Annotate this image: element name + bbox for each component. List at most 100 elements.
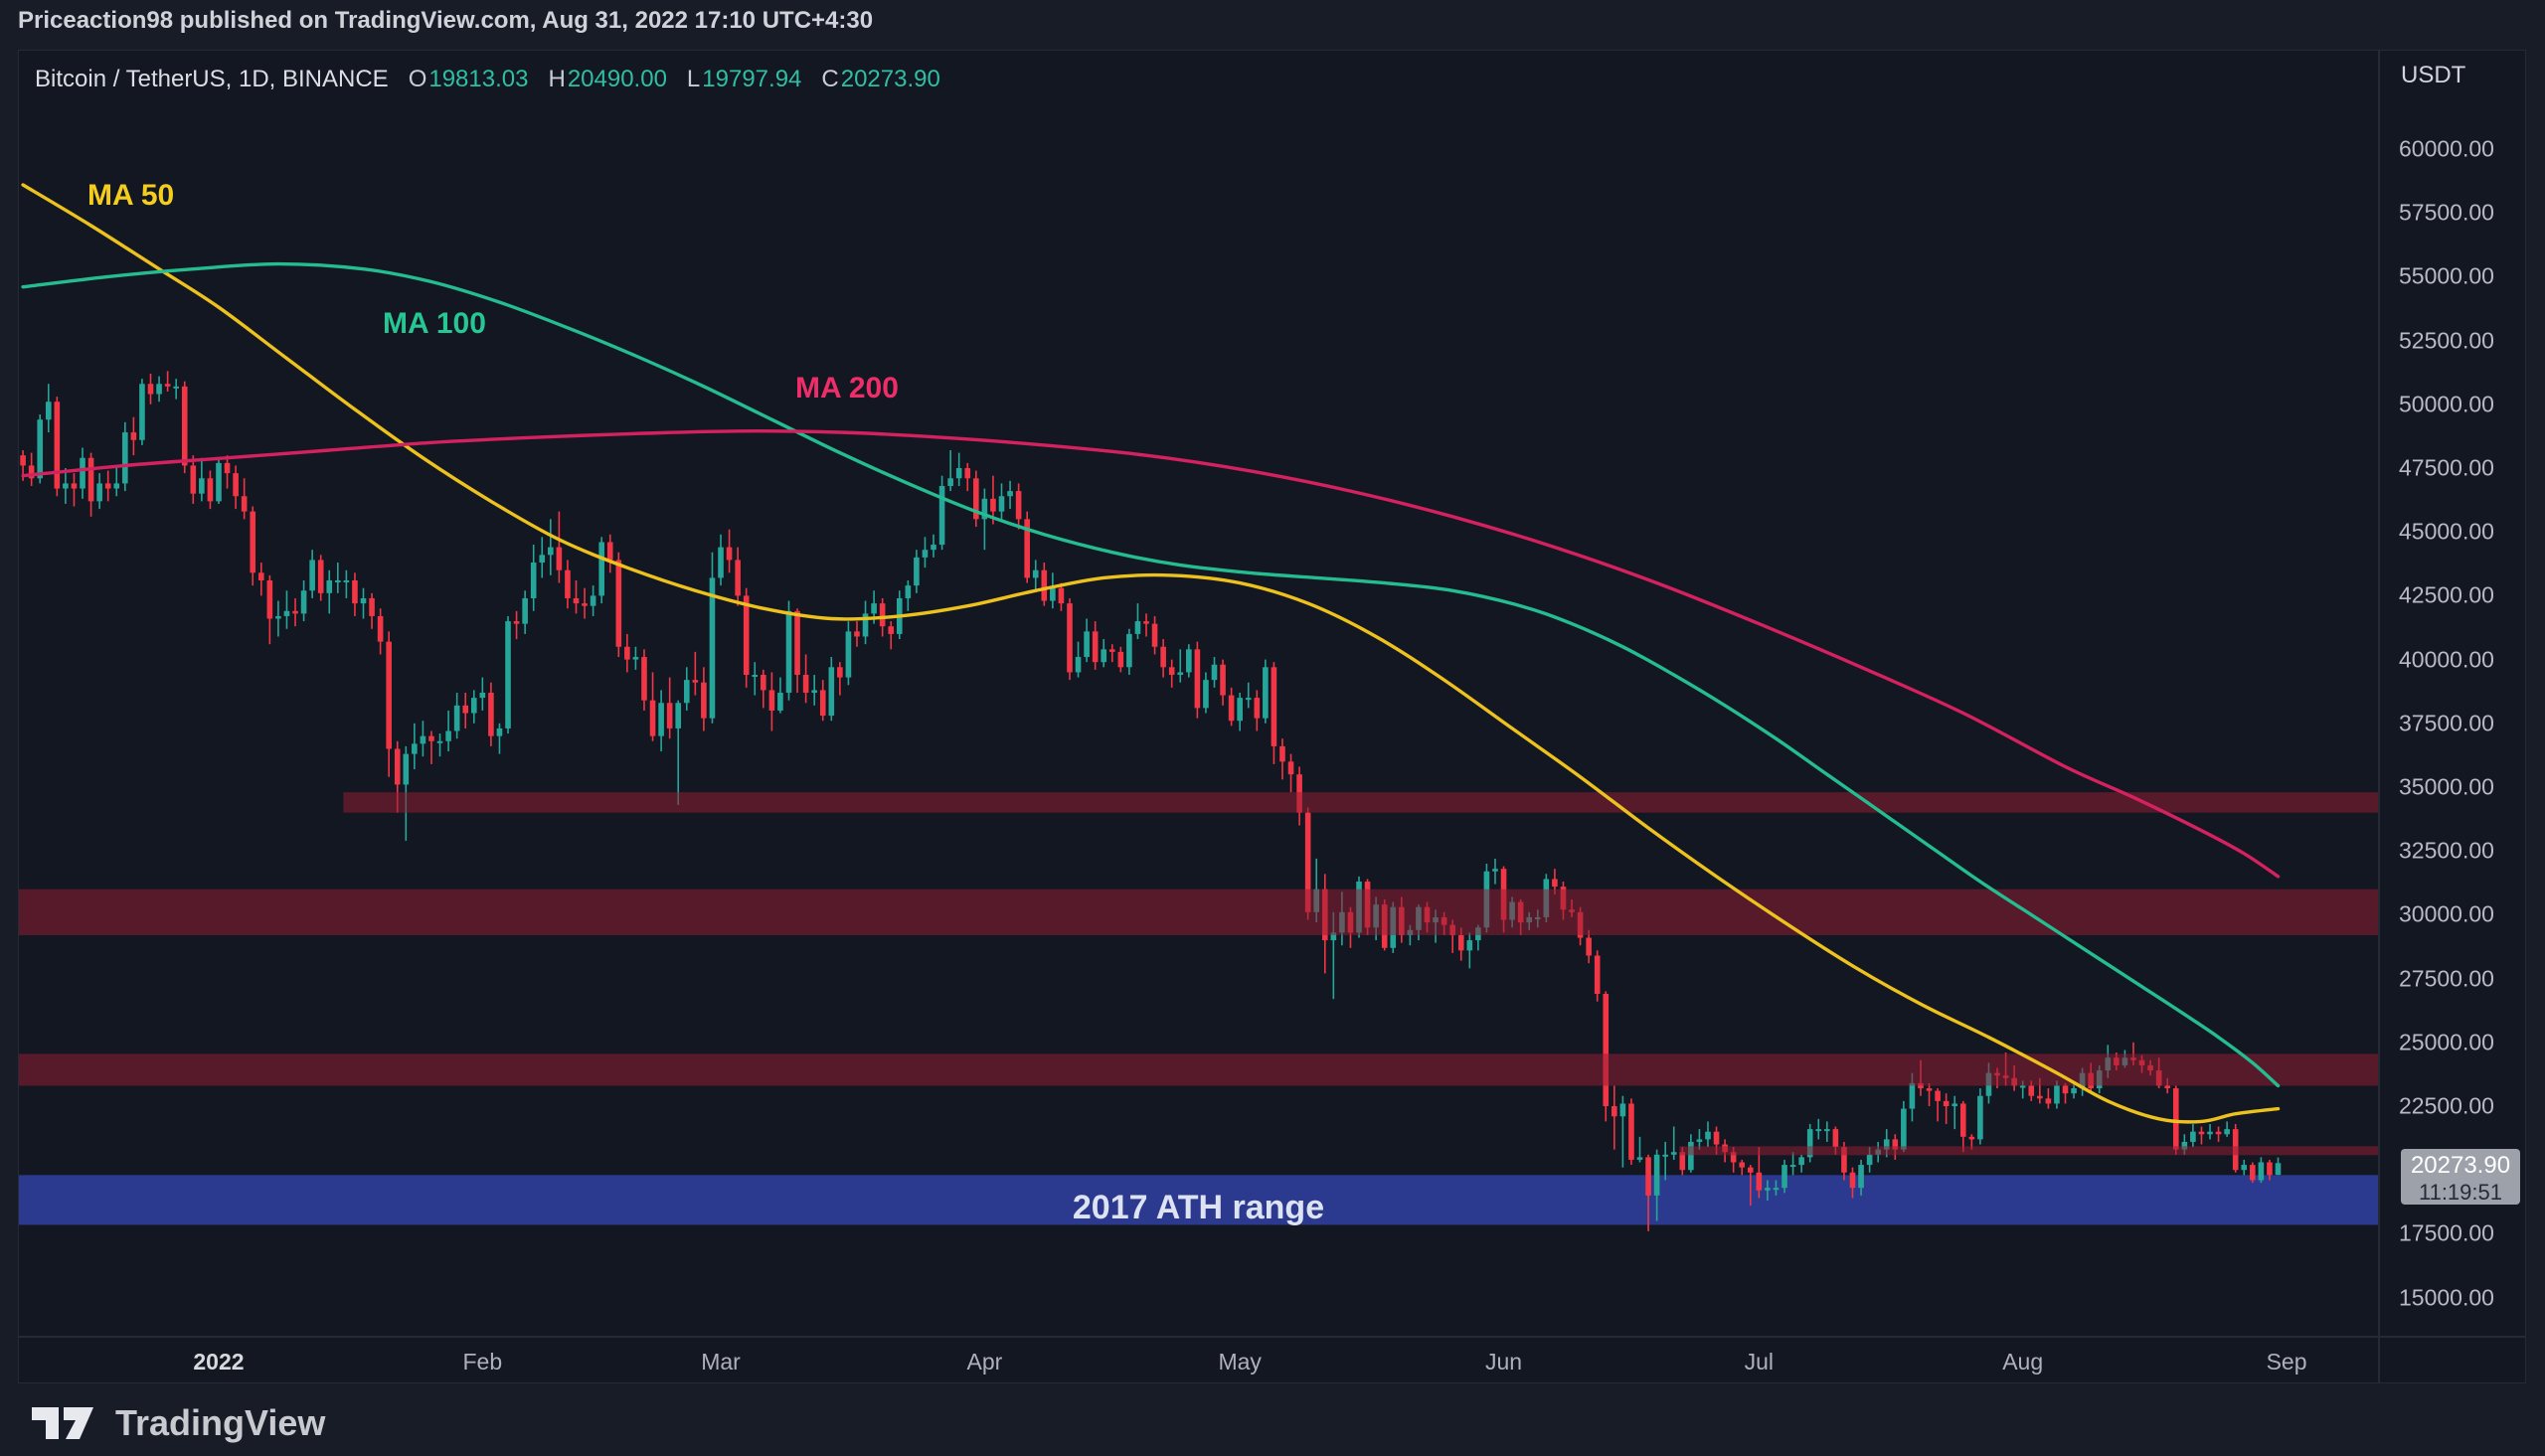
candle-body [828, 667, 835, 717]
candle-wick [1451, 919, 1453, 953]
zone-resistance-20.7k[interactable] [1679, 1146, 2379, 1156]
candle-body [1168, 667, 1175, 676]
candle-body [1926, 1088, 1933, 1091]
zone-resistance-35k[interactable] [343, 792, 2379, 813]
time-tick-label: Sep [2266, 1349, 2307, 1375]
candle-wick [1332, 911, 1335, 1000]
candle-body [1466, 940, 1473, 951]
symbol-title: Bitcoin / TetherUS, 1D, BINANCE [35, 66, 389, 92]
ma50-line[interactable] [21, 183, 2281, 1124]
ma200-line[interactable] [21, 429, 2281, 879]
price-tick-label: 47500.00 [2399, 454, 2494, 481]
candle-body [1211, 664, 1218, 681]
candle-body [1041, 569, 1048, 601]
candle-body [658, 703, 664, 736]
candle-body [224, 462, 231, 474]
candle-body [2062, 1085, 2069, 1094]
candle-body [505, 621, 511, 728]
candle-body [802, 675, 809, 693]
candle-body [462, 705, 469, 714]
candle-body [87, 457, 94, 502]
candle-body [1824, 1129, 1830, 1132]
candle-wick [1826, 1121, 1828, 1142]
candle-wick [175, 379, 177, 400]
candle-body [1841, 1147, 1847, 1173]
candle-body [624, 646, 630, 660]
high-value: 20490.00 [567, 66, 667, 92]
plot-layers [18, 183, 2379, 1231]
symbol-legend[interactable]: Bitcoin / TetherUS, 1D, BINANCE O 19813.… [35, 66, 940, 93]
last-price-badge: 20273.90 11:19:51 [2401, 1149, 2520, 1205]
candle-wick [2226, 1121, 2228, 1137]
candle-body [199, 478, 205, 494]
candle-body [2241, 1165, 2248, 1171]
candle-body [914, 557, 920, 586]
candle-body [1263, 667, 1269, 719]
candle-body [1798, 1157, 1804, 1166]
candle-body [20, 455, 26, 466]
candle-wick [677, 700, 680, 805]
footer-brand[interactable]: TradingView [30, 1399, 325, 1447]
time-tick-label: Aug [2002, 1349, 2044, 1375]
candle-wick [1970, 1134, 1973, 1150]
candle-body [590, 595, 596, 606]
candle-body [777, 692, 783, 711]
candle-body [1220, 664, 1226, 696]
candle-body [122, 432, 128, 484]
candle-body [436, 740, 443, 743]
candle-body [819, 690, 826, 717]
candle-wick [2200, 1126, 2203, 1145]
candle-body [1245, 698, 1252, 701]
candle-body [606, 542, 613, 561]
candle-body [539, 555, 546, 564]
candle-wick [337, 563, 339, 593]
candle-body [1883, 1139, 1890, 1150]
candle-body [1279, 745, 1285, 762]
candle-body [701, 682, 707, 719]
candle-body [1943, 1100, 1950, 1106]
candle-body [598, 542, 604, 596]
ma100-line[interactable] [21, 261, 2281, 1088]
candle-body [2267, 1162, 2273, 1176]
price-tick-label: 40000.00 [2399, 646, 2494, 673]
candle-body [1228, 695, 1235, 722]
candle-body [164, 384, 171, 387]
candle-body [412, 743, 418, 754]
price-tick-label: 32500.00 [2399, 837, 2494, 864]
candle-body [1032, 569, 1039, 578]
candle-wick [949, 450, 951, 492]
candle-body [862, 613, 869, 637]
candle-body [565, 569, 571, 598]
candle-body [556, 547, 563, 570]
candle-body [1254, 698, 1261, 719]
price-tick-label: 37500.00 [2399, 710, 2494, 736]
zone-resistance-24k[interactable] [18, 1053, 2379, 1086]
candle-body [1679, 1152, 1686, 1171]
price-tick-label: 60000.00 [2399, 135, 2494, 162]
price-tick-label: 57500.00 [2399, 199, 2494, 226]
candle-body [241, 496, 248, 512]
candle-body [2250, 1165, 2256, 1181]
price-tick-label: 22500.00 [2399, 1092, 2494, 1119]
zone-resistance-30k[interactable] [18, 889, 2379, 935]
candle-body [1619, 1103, 1626, 1117]
candle-body [1186, 649, 1192, 673]
price-tick-label: 45000.00 [2399, 518, 2494, 545]
candle-body [1849, 1172, 1856, 1189]
candle-body [1603, 994, 1610, 1106]
candle-body [743, 595, 750, 676]
close-label: C [821, 66, 839, 92]
price-tick-label: 55000.00 [2399, 262, 2494, 289]
low-value: 19797.94 [702, 66, 802, 92]
candle-body [1628, 1103, 1634, 1160]
candle-body [445, 730, 451, 741]
candle-body [1126, 633, 1132, 668]
candle-body [1177, 672, 1184, 676]
zone-ath-2017[interactable] [18, 1175, 2379, 1225]
candle-body [641, 657, 647, 701]
candle-body [207, 478, 214, 502]
ma200-label: MA 200 [795, 372, 899, 404]
candle-body [1815, 1129, 1822, 1132]
candle-wick [498, 723, 501, 754]
